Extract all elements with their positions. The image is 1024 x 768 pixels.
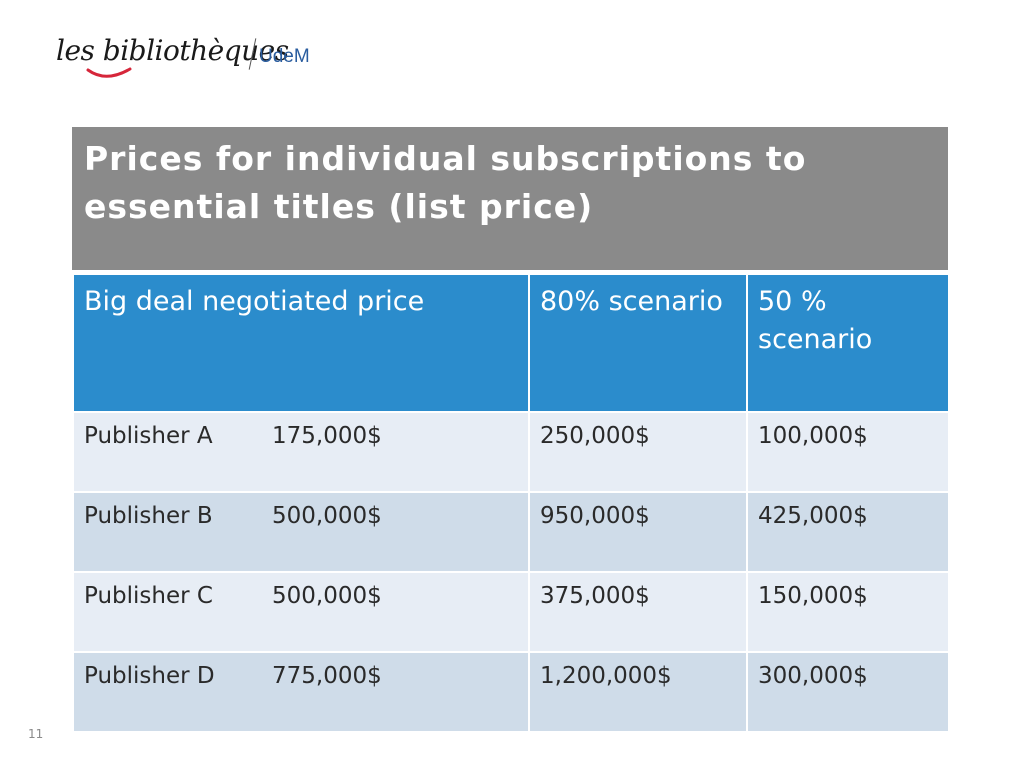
table-row: Publisher B 500,000$ 950,000$ 425,000$	[72, 491, 950, 573]
slide-title: Prices for individual subscriptions to e…	[84, 139, 807, 226]
logo-org-text: UdeM	[259, 46, 310, 67]
slide-number: 11	[28, 727, 44, 741]
big-deal-price: 500,000$	[272, 583, 382, 609]
publisher-name: Publisher B	[84, 503, 213, 529]
header-80-scenario: 80% scenario	[528, 273, 748, 413]
table-row: Publisher C 500,000$ 375,000$ 150,000$	[72, 571, 950, 653]
scenario-80-price: 375,000$	[528, 571, 748, 653]
table-header-row: Big deal negotiated price 80% scenario 5…	[72, 273, 950, 413]
table-row: Publisher D 775,000$ 1,200,000$ 300,000$	[72, 651, 950, 733]
publisher-name: Publisher C	[84, 583, 213, 609]
big-deal-price: 500,000$	[272, 503, 382, 529]
publisher-name: Publisher A	[84, 423, 213, 449]
big-deal-cell: Publisher A 175,000$	[72, 411, 530, 493]
scenario-80-price: 1,200,000$	[528, 651, 748, 733]
big-deal-price: 175,000$	[272, 423, 382, 449]
big-deal-cell: Publisher C 500,000$	[72, 571, 530, 653]
header-big-deal: Big deal negotiated price	[72, 273, 530, 413]
price-table: Big deal negotiated price 80% scenario 5…	[72, 273, 950, 733]
scenario-50-price: 100,000$	[746, 411, 950, 493]
scenario-50-price: 425,000$	[746, 491, 950, 573]
scenario-80-price: 250,000$	[528, 411, 748, 493]
big-deal-cell: Publisher B 500,000$	[72, 491, 530, 573]
slide-title-box: Prices for individual subscriptions to e…	[72, 127, 948, 270]
table-row: Publisher A 175,000$ 250,000$ 100,000$	[72, 411, 950, 493]
scenario-50-price: 300,000$	[746, 651, 950, 733]
scenario-50-price: 150,000$	[746, 571, 950, 653]
big-deal-cell: Publisher D 775,000$	[72, 651, 530, 733]
big-deal-price: 775,000$	[272, 663, 382, 689]
header-50-scenario: 50 % scenario	[746, 273, 950, 413]
scenario-80-price: 950,000$	[528, 491, 748, 573]
logo-swoosh-icon	[86, 67, 132, 78]
publisher-name: Publisher D	[84, 663, 215, 689]
